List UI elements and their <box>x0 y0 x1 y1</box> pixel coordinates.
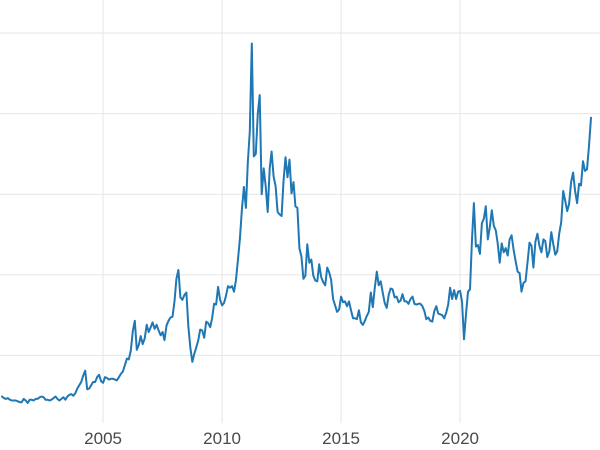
x-axis-tick-label: 2015 <box>322 429 360 448</box>
x-axis-tick-label: 2005 <box>84 429 122 448</box>
x-axis-tick-label: 2020 <box>441 429 479 448</box>
x-axis-tick-label: 2010 <box>203 429 241 448</box>
price-line-series <box>0 42 592 404</box>
